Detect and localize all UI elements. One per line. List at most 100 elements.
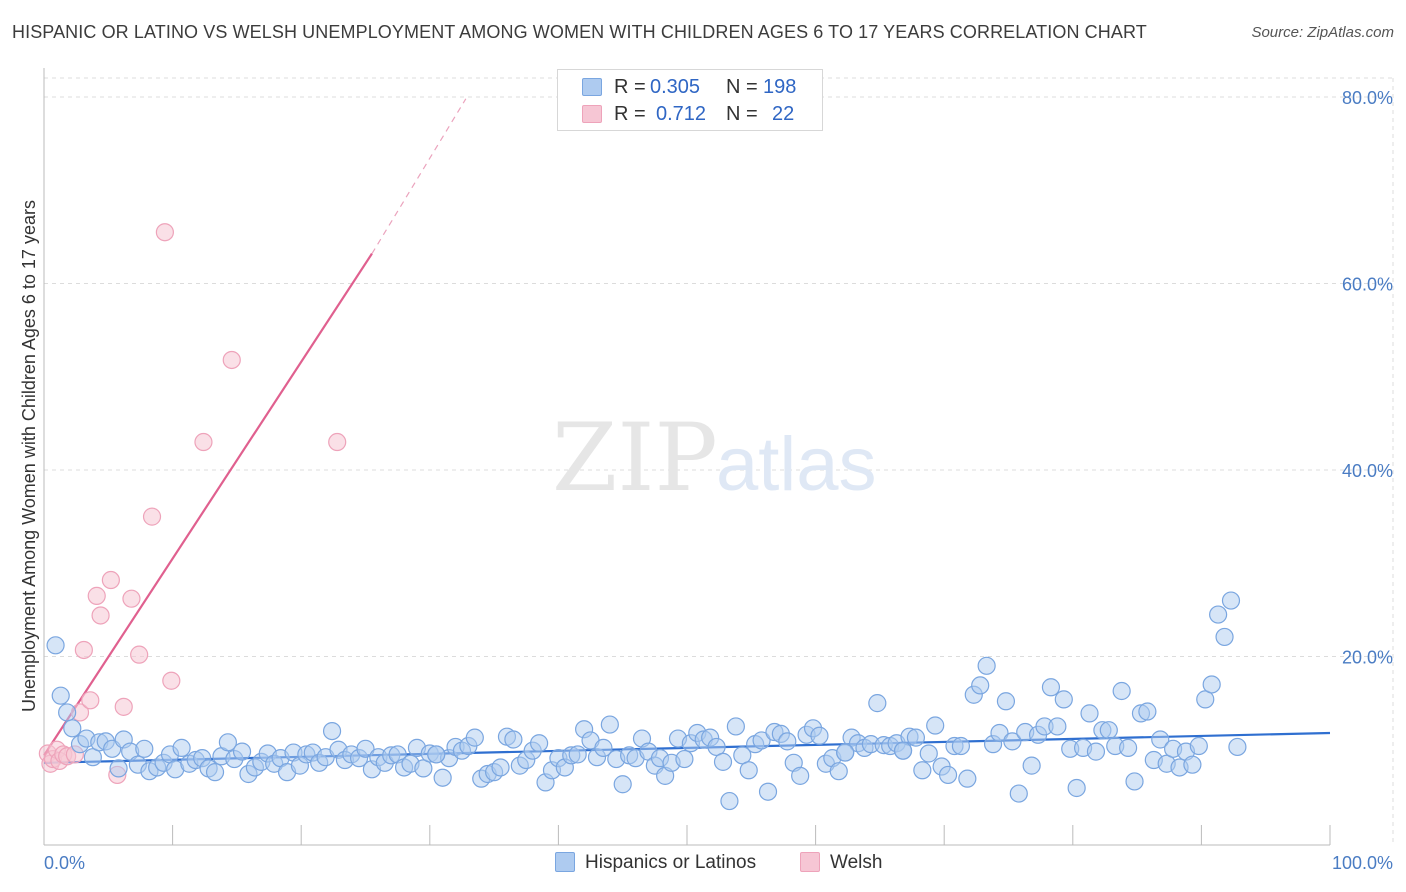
y-tick-label: 80.0% xyxy=(1342,88,1393,108)
welsh-points xyxy=(38,223,347,785)
hispanic-point xyxy=(951,736,971,756)
hispanic-point xyxy=(778,732,797,751)
hispanic-point xyxy=(1189,736,1208,756)
source-credit: Source: ZipAtlas.com xyxy=(1251,24,1394,41)
chart-title: HISPANIC OR LATINO VS WELSH UNEMPLOYMENT… xyxy=(12,22,1147,42)
hispanic-point xyxy=(322,721,342,741)
watermark-atlas: atlas xyxy=(716,422,877,507)
hispanic-point xyxy=(758,782,778,801)
legend-r-label: R = xyxy=(614,103,646,125)
hispanic-point xyxy=(1080,704,1099,723)
legend-n-label: N = xyxy=(726,103,758,125)
hispanic-point xyxy=(810,726,829,745)
hispanic-point xyxy=(594,738,613,757)
hispanic-point xyxy=(675,749,694,769)
x-tick-labels: 0.0% 100.0% xyxy=(44,853,1393,873)
hispanic-point xyxy=(1138,702,1157,721)
hispanic-point xyxy=(1228,737,1247,757)
hispanic-point xyxy=(109,759,128,778)
x-tick-label: 100.0% xyxy=(1332,853,1393,873)
bottom-legend-welsh: Welsh xyxy=(800,852,882,874)
hispanic-point xyxy=(1009,784,1028,803)
watermark-zip: ZIP xyxy=(552,404,718,513)
welsh-point xyxy=(87,586,106,605)
axes xyxy=(43,68,1331,846)
watermark: ZIP atlas xyxy=(552,404,877,513)
hispanic-point xyxy=(1099,721,1118,740)
hispanic-point xyxy=(1118,738,1138,757)
hispanic-point xyxy=(1112,681,1131,701)
hispanic-point xyxy=(172,738,191,757)
hispanic-point xyxy=(926,716,945,735)
hispanic-point xyxy=(958,769,977,788)
hispanic-point xyxy=(58,703,77,722)
welsh-point xyxy=(162,671,181,690)
welsh-point xyxy=(130,645,149,664)
hispanic-point xyxy=(465,728,484,747)
hispanic-point xyxy=(1209,605,1228,624)
hispanic-point xyxy=(791,766,810,785)
legend-r-value-hispanic: 0.305 xyxy=(650,76,701,98)
bottom-legend-swatch-blue xyxy=(555,852,575,872)
hispanic-point xyxy=(1048,717,1067,736)
hispanic-point xyxy=(1067,778,1086,798)
hispanic-point xyxy=(427,745,446,764)
hispanic-point xyxy=(1221,591,1241,610)
hispanic-point xyxy=(713,752,733,771)
hispanic-point xyxy=(1183,755,1202,774)
hispanic-point xyxy=(46,636,65,655)
y-tick-labels: 20.0% 40.0% 60.0% 80.0% xyxy=(1342,88,1393,668)
hispanic-point xyxy=(1202,675,1221,694)
hispanic-point xyxy=(600,715,619,734)
hispanic-point xyxy=(205,763,225,782)
legend-r-label: R = xyxy=(614,76,646,98)
y-tick-label: 60.0% xyxy=(1342,275,1393,295)
hispanic-point xyxy=(613,775,632,794)
hispanic-point xyxy=(568,745,587,764)
hispanic-point xyxy=(752,731,771,750)
welsh-point xyxy=(81,691,100,710)
legend-n-label: N = xyxy=(726,76,758,98)
welsh-point xyxy=(328,432,347,452)
x-tick-label: 0.0% xyxy=(44,853,85,873)
legend-r-value-welsh: 0.712 xyxy=(656,103,707,125)
legend-n-value-welsh: 22 xyxy=(772,103,795,125)
hispanic-point xyxy=(1086,742,1106,761)
welsh-point xyxy=(91,606,110,625)
hispanic-point xyxy=(938,765,958,785)
hispanic-point xyxy=(1054,690,1073,709)
legend-n-value-hispanic: 198 xyxy=(763,76,797,98)
hispanic-point xyxy=(1022,756,1041,775)
hispanic-point xyxy=(893,741,913,760)
y-tick-label: 20.0% xyxy=(1342,648,1393,668)
hispanic-points xyxy=(46,591,1247,811)
legend-swatch-pink xyxy=(582,105,602,123)
hispanic-point xyxy=(491,758,510,777)
welsh-point xyxy=(74,640,93,660)
hispanic-point xyxy=(906,728,926,747)
hispanic-point xyxy=(868,694,887,713)
hispanic-point xyxy=(356,739,375,758)
bottom-legend-swatch-pink xyxy=(800,852,820,872)
hispanic-point xyxy=(913,761,932,780)
hispanic-point xyxy=(919,744,938,763)
hispanic-point xyxy=(1041,678,1061,697)
hispanic-point xyxy=(739,761,758,780)
hispanic-point xyxy=(232,742,252,761)
welsh-point xyxy=(122,589,141,608)
bottom-legend-label-welsh: Welsh xyxy=(830,852,883,873)
legend-swatch-blue xyxy=(582,78,602,96)
welsh-point xyxy=(114,697,133,716)
hispanic-point xyxy=(63,719,82,738)
hispanic-point xyxy=(218,733,237,752)
hispanic-point xyxy=(836,743,855,762)
bottom-legend-hispanic: Hispanics or Latinos xyxy=(555,852,756,874)
hispanic-point xyxy=(135,739,154,758)
hispanic-point xyxy=(1151,730,1170,749)
welsh-point xyxy=(101,570,120,590)
welsh-trend-extension xyxy=(371,98,467,254)
y-axis-label: Unemployment Among Women with Children A… xyxy=(19,200,39,712)
y-tick-label: 40.0% xyxy=(1342,461,1393,481)
hispanic-point xyxy=(996,692,1016,711)
